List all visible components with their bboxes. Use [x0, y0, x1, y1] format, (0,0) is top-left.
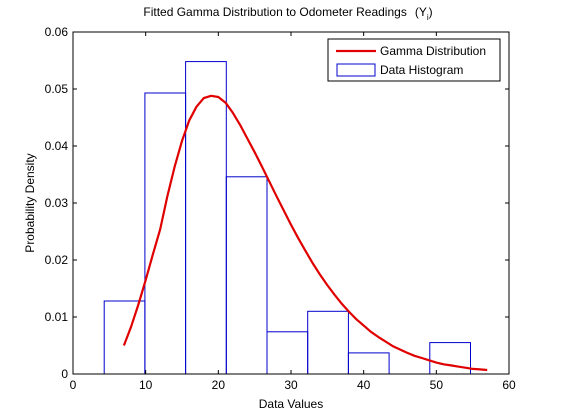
gamma-curve	[122, 94, 488, 372]
legend-box	[327, 38, 501, 82]
y-tick-label: 0.06	[45, 25, 69, 39]
y-tick-label: 0.02	[45, 253, 69, 267]
y-axis-label: Probability Density	[23, 153, 37, 252]
x-tick-label: 10	[139, 378, 153, 392]
axes-background	[73, 32, 509, 374]
legend-histogram-label: Data Histogram	[380, 63, 463, 77]
x-axis-label: Data Values	[259, 397, 323, 411]
x-axis-ticks: 0 10 20 30 40 50 60	[70, 32, 516, 392]
y-axis-ticks: 0 0.01 0.02 0.03 0.04 0.05 0.06	[45, 25, 509, 381]
legend-histogram-swatch	[336, 63, 376, 77]
y-tick-label: 0.05	[45, 82, 69, 96]
x-tick-label: 60	[502, 378, 516, 392]
x-tick-label: 50	[430, 378, 444, 392]
y-tick-label: 0.01	[45, 310, 69, 324]
x-tick-label: 30	[284, 378, 298, 392]
x-tick-label: 0	[70, 378, 77, 392]
legend: Gamma Distribution Data Histogram	[327, 38, 501, 82]
legend-gamma-label: Gamma Distribution	[380, 44, 486, 58]
plot-area: 0 10 20 30 40 50 60 0 0.01 0.02 0.03 0.04 0.05 0.06	[45, 25, 516, 392]
chart-title: Fitted Gamma Distribution to Odometer Re…	[143, 5, 432, 22]
y-tick-label: 0.03	[45, 196, 69, 210]
x-tick-label: 20	[212, 378, 226, 392]
y-tick-label: 0	[61, 367, 68, 381]
y-tick-label: 0.04	[45, 139, 69, 153]
x-tick-label: 40	[357, 378, 371, 392]
